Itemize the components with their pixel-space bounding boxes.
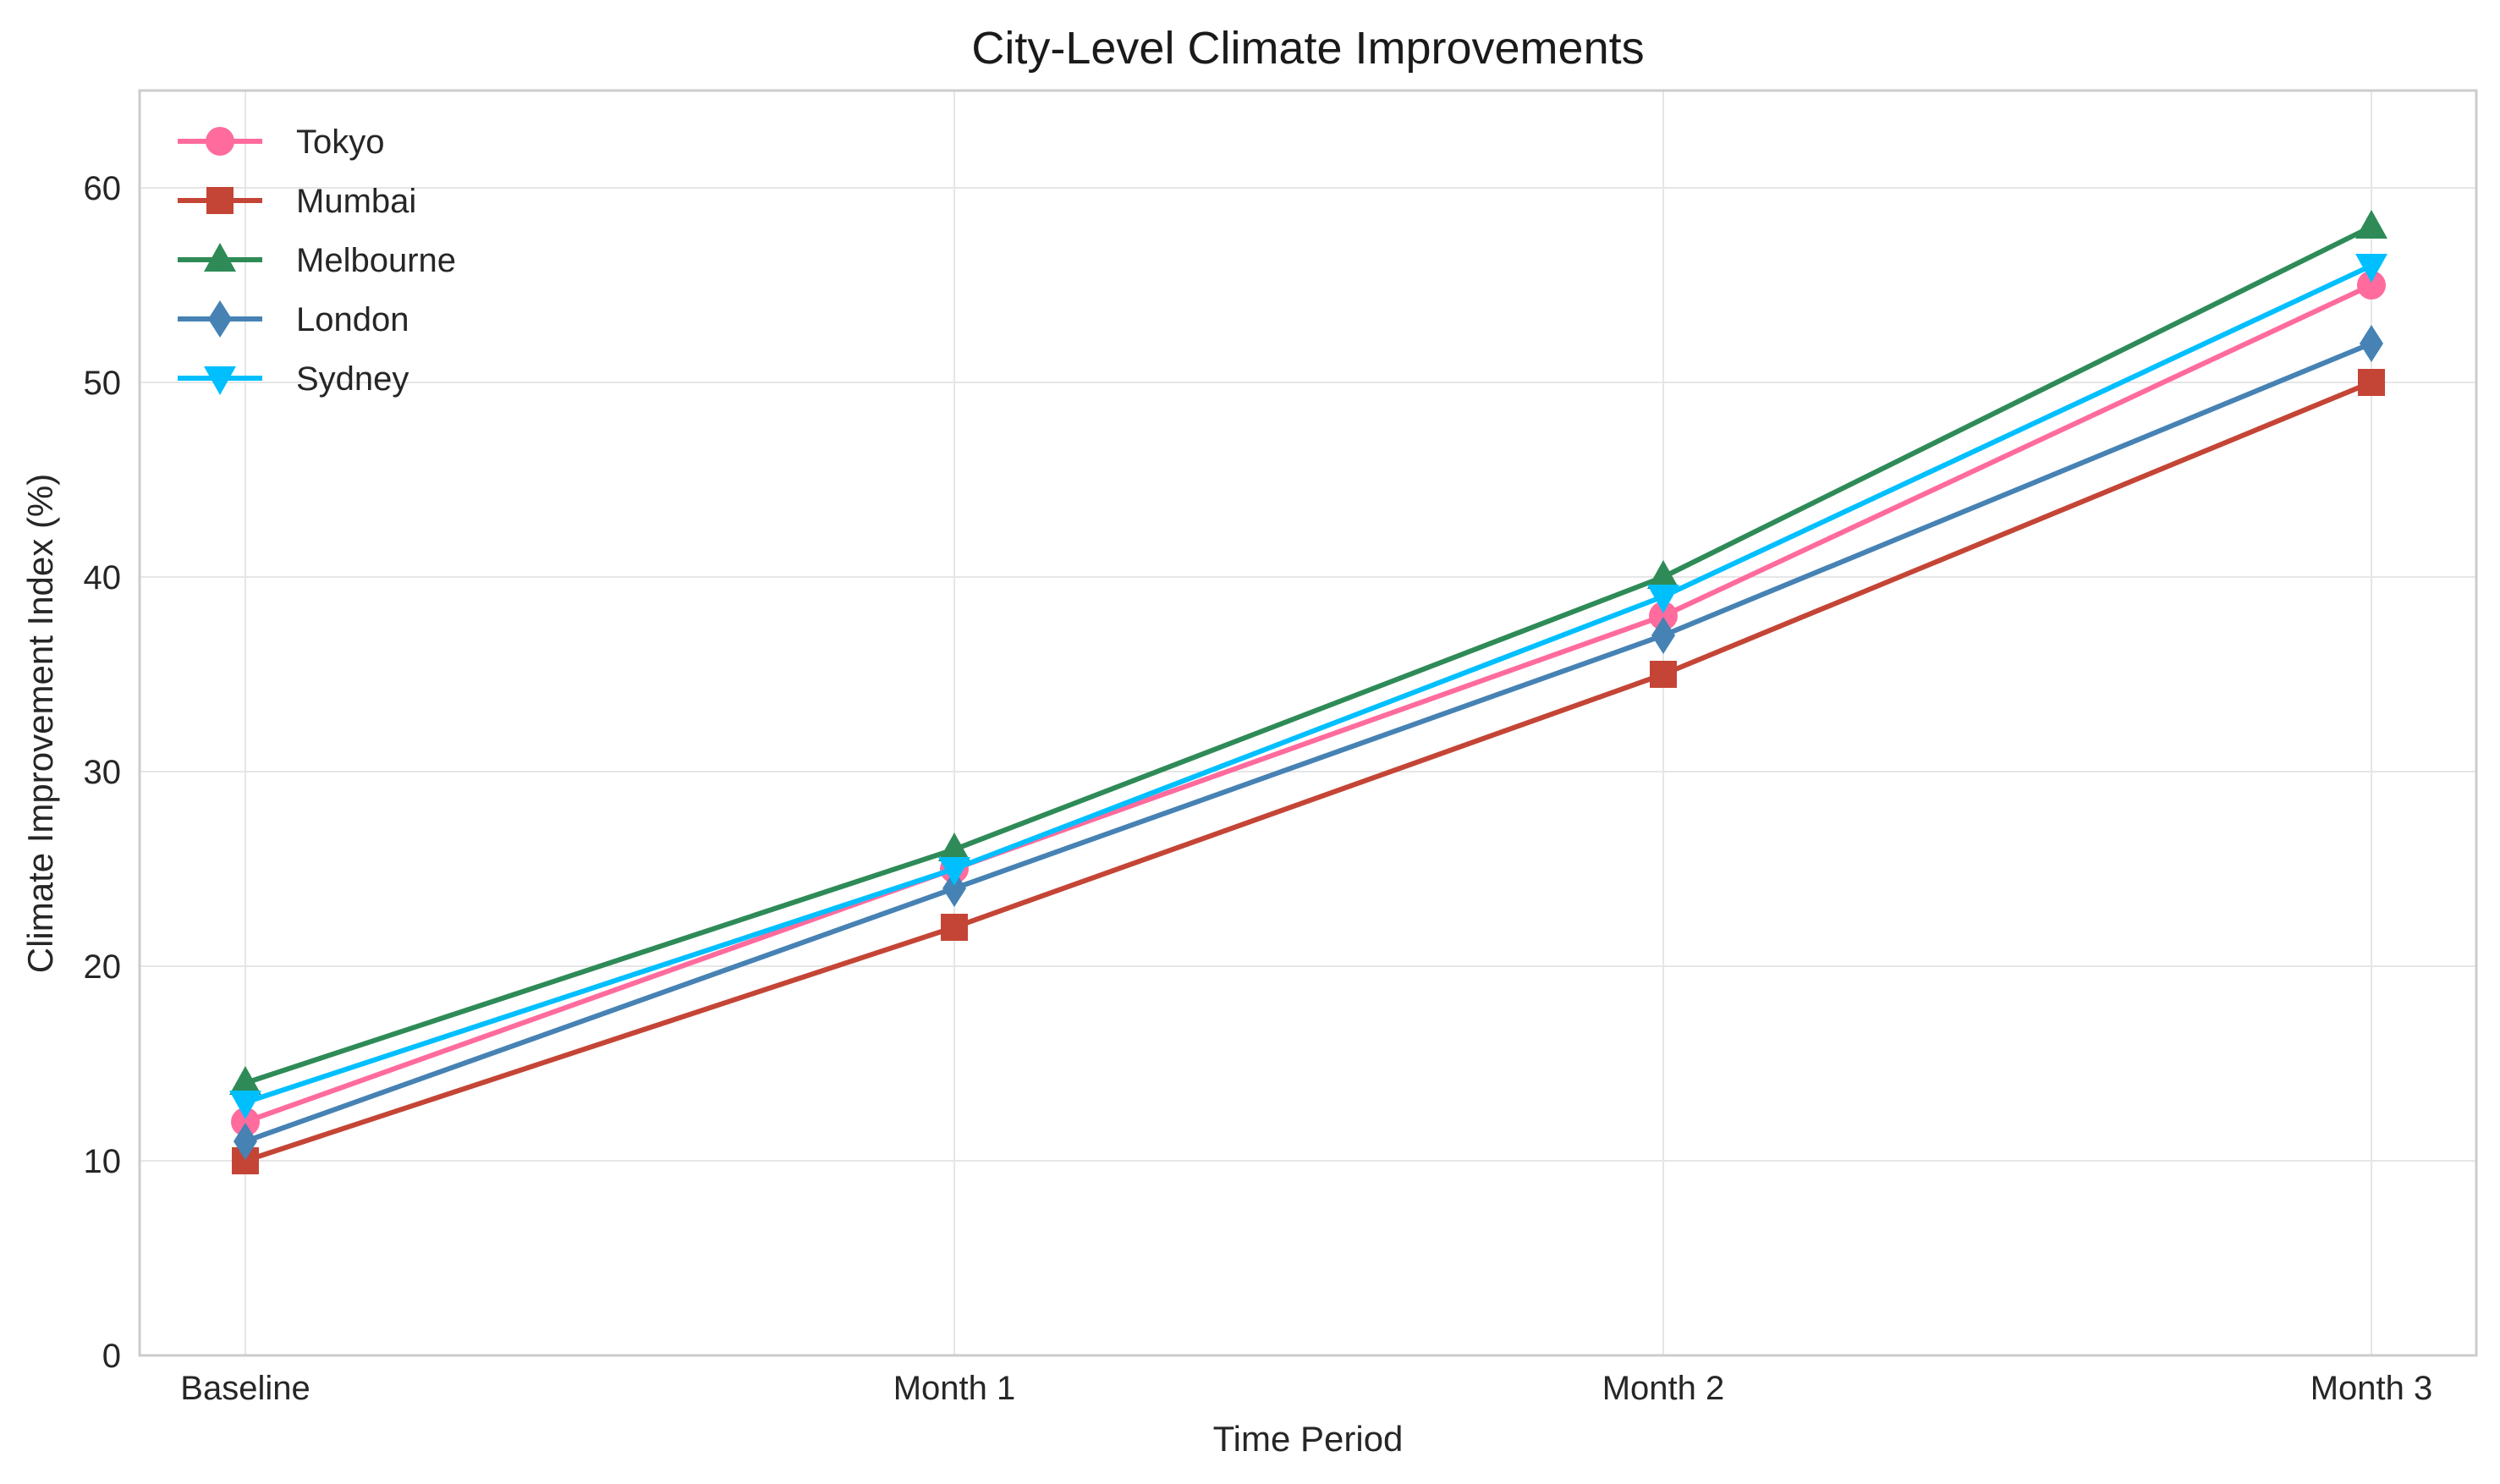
y-tick-label: 20 [84, 948, 122, 986]
data-point [2357, 271, 2386, 300]
plot-frame [138, 89, 2478, 1357]
legend-item-mumbai: Mumbai [178, 183, 416, 220]
y-tick-label: 60 [84, 170, 122, 207]
series-line [243, 263, 2374, 1105]
x-tick-label: Baseline [180, 1370, 310, 1407]
legend-label: Mumbai [296, 183, 416, 220]
data-point [229, 1091, 261, 1119]
legend-label: London [296, 301, 409, 338]
data-point [938, 833, 970, 861]
y-tick-label: 30 [84, 754, 122, 791]
data-point [2355, 210, 2387, 239]
legend-marker [206, 187, 234, 214]
data-point [231, 1108, 260, 1136]
data-point [1649, 602, 1678, 630]
series-tokyo [231, 271, 2386, 1136]
data-point [2360, 325, 2383, 362]
series-line [243, 224, 2374, 1086]
y-tick-label: 10 [84, 1143, 122, 1180]
legend-label: Melbourne [296, 242, 456, 279]
y-tick-labels: 0 10 20 30 40 50 60 [84, 170, 122, 1375]
x-axis-label: Time Period [1213, 1419, 1404, 1459]
data-point [1647, 560, 1679, 589]
data-point [229, 1066, 261, 1095]
legend-item-tokyo: Tokyo [178, 124, 385, 161]
series-line [243, 283, 2374, 1124]
series-mumbai [232, 369, 2385, 1174]
legend-marker [204, 366, 236, 395]
data-point [2355, 254, 2387, 283]
gridlines [140, 91, 2476, 1356]
y-tick-label: 0 [102, 1338, 121, 1375]
chart-title: City-Level Climate Improvements [971, 23, 1644, 74]
x-tick-labels: Baseline Month 1 Month 2 Month 3 [180, 1370, 2432, 1407]
series-sydney [229, 254, 2387, 1119]
x-tick-label: Month 2 [1602, 1370, 1725, 1407]
series-melbourne [229, 210, 2387, 1095]
series-line [243, 341, 2374, 1144]
data-point [1651, 617, 1675, 654]
legend-item-sydney: Sydney [178, 360, 409, 398]
data-point [1650, 661, 1677, 688]
legend-label: Tokyo [296, 124, 385, 161]
x-tick-label: Month 1 [893, 1370, 1016, 1407]
legend-item-london: London [178, 300, 409, 338]
legend-marker [206, 127, 234, 156]
y-tick-label: 50 [84, 365, 122, 402]
legend-item-melbourne: Melbourne [178, 242, 456, 279]
legend-marker [208, 300, 232, 338]
data-point [234, 1123, 257, 1160]
x-tick-label: Month 3 [2310, 1370, 2433, 1407]
data-point [1647, 585, 1679, 613]
data-point [2358, 369, 2385, 396]
legend: Tokyo Mumbai Melbourne London Sydney [178, 124, 456, 398]
series-line [243, 380, 2374, 1163]
y-axis-label: Climate Improvement Index (%) [20, 474, 60, 974]
data-point [938, 857, 970, 886]
legend-marker [204, 243, 236, 272]
data-point [942, 870, 966, 907]
legend-label: Sydney [296, 360, 409, 398]
y-tick-label: 40 [84, 559, 122, 596]
data-point [941, 914, 968, 941]
series-london [234, 325, 2383, 1160]
series-lines [229, 210, 2387, 1174]
